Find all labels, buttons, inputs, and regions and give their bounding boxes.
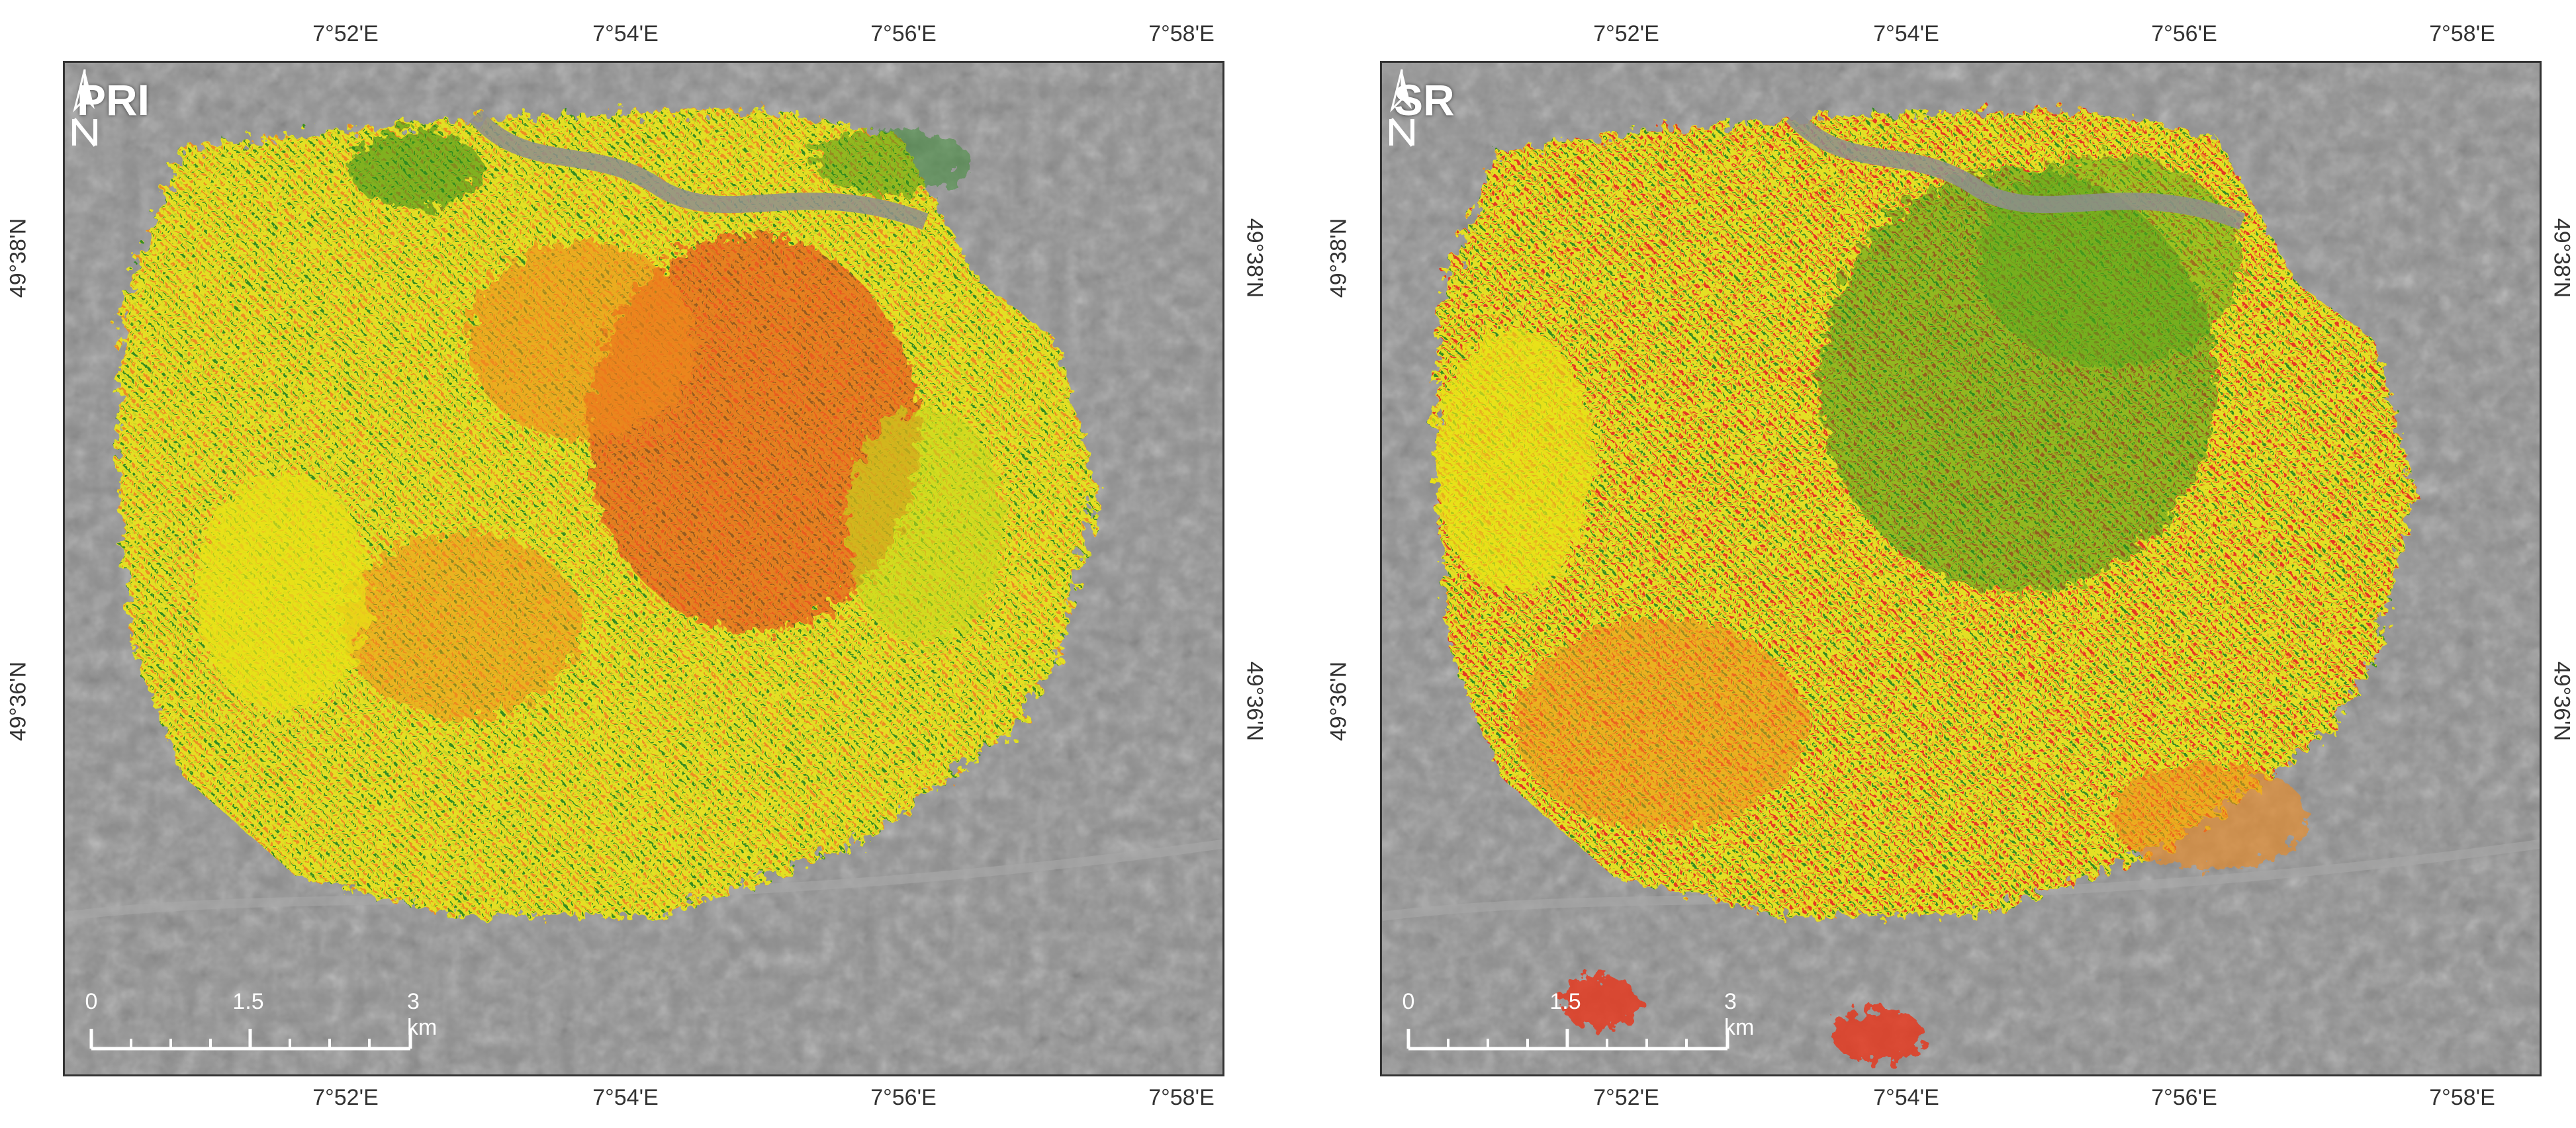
right-tick-1: 49°38'N xyxy=(2549,218,2575,298)
bottom-tick-4: 7°58'E xyxy=(1148,1085,1215,1110)
scale-label-0: 0 xyxy=(85,989,98,1014)
left-tick-1: 49°38'N xyxy=(5,218,31,298)
north-arrow-icon xyxy=(72,69,97,147)
map-frame: SR 0 1.5 3 km xyxy=(1380,61,2542,1076)
bottom-tick-1: 7°52'E xyxy=(312,1085,379,1110)
scale-bar: 0 1.5 3 km xyxy=(79,989,477,1068)
map-panel-sr: 7°52'E 7°54'E 7°56'E 7°58'E 7°52'E 7°54'… xyxy=(1320,0,2575,1128)
scale-ticks xyxy=(89,1029,412,1051)
sr-map-image xyxy=(1382,63,2540,1074)
map-panel-pri: 7°52'E 7°54'E 7°56'E 7°58'E 7°52'E 7°54'… xyxy=(0,0,1267,1128)
right-tick-2: 49°36'N xyxy=(2549,661,2575,742)
scale-label-end: 3 km xyxy=(1724,989,1755,1040)
top-tick-1: 7°52'E xyxy=(312,21,379,46)
scale-label-0: 0 xyxy=(1402,989,1415,1014)
top-tick-2: 7°54'E xyxy=(592,21,659,46)
pri-map-image xyxy=(65,63,1222,1074)
bottom-tick-1: 7°52'E xyxy=(1593,1085,1659,1110)
left-tick-1: 49°38'N xyxy=(1326,218,1352,298)
top-tick-1: 7°52'E xyxy=(1593,21,1659,46)
bottom-tick-3: 7°56'E xyxy=(870,1085,937,1110)
map-frame: PRI 0 1.5 3 km xyxy=(63,61,1224,1076)
top-tick-4: 7°58'E xyxy=(1148,21,1215,46)
north-arrow-icon xyxy=(1389,69,1414,147)
top-tick-4: 7°58'E xyxy=(2429,21,2495,46)
top-tick-2: 7°54'E xyxy=(1873,21,1939,46)
scale-bar: 0 1.5 3 km xyxy=(1397,989,1794,1068)
scale-label-end: 3 km xyxy=(407,989,437,1040)
bottom-tick-3: 7°56'E xyxy=(2151,1085,2217,1110)
right-tick-2: 49°36'N xyxy=(1242,661,1267,742)
right-tick-1: 49°38'N xyxy=(1242,218,1267,298)
scale-ticks xyxy=(1406,1029,1729,1051)
left-tick-2: 49°36'N xyxy=(1326,661,1352,742)
left-tick-2: 49°36'N xyxy=(5,661,31,742)
top-tick-3: 7°56'E xyxy=(2151,21,2217,46)
bottom-tick-2: 7°54'E xyxy=(1873,1085,1939,1110)
scale-label-mid: 1.5 xyxy=(232,989,264,1014)
bottom-tick-4: 7°58'E xyxy=(2429,1085,2495,1110)
scale-label-mid: 1.5 xyxy=(1549,989,1581,1014)
top-tick-3: 7°56'E xyxy=(870,21,937,46)
bottom-tick-2: 7°54'E xyxy=(592,1085,659,1110)
